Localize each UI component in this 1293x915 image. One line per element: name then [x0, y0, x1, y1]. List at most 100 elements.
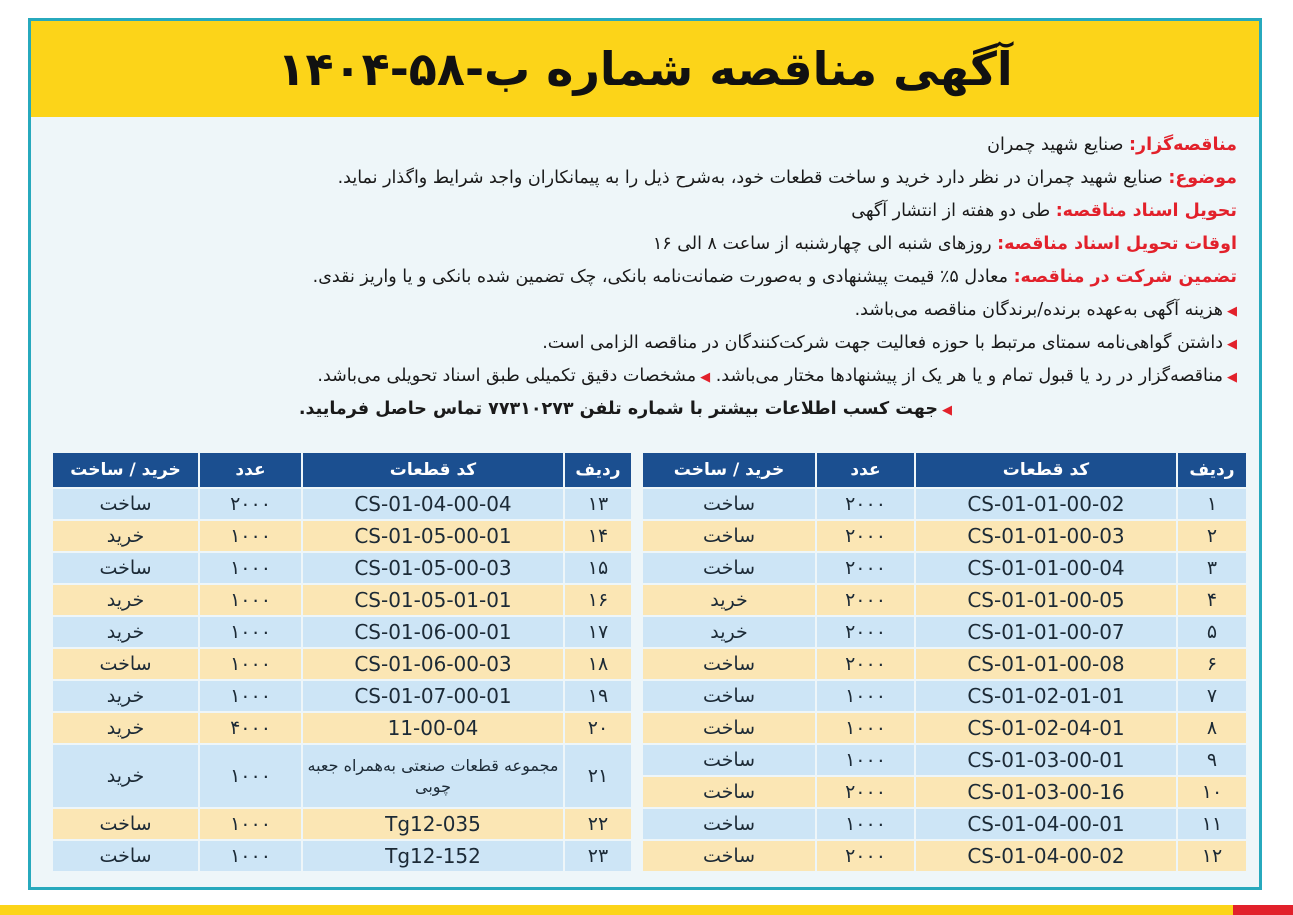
purchase-or-build: خرید [643, 585, 815, 615]
part-code: CS-01-02-01-01 [916, 681, 1176, 711]
purchase-or-build: ساخت [643, 809, 815, 839]
bullet-item: ◀مناقصه‌گزار در رد یا قبول تمام و یا هر … [317, 366, 1237, 386]
part-code: CS-01-06-00-03 [303, 649, 563, 679]
part-code: Tg12-035 [303, 809, 563, 839]
table-row: ۲۱ مجموعه قطعات صنعتی به‌همراه جعبه چوبی ۱… [53, 745, 631, 807]
row-number: ۱۲ [1178, 841, 1246, 871]
row-number: ۲۱ [565, 745, 631, 807]
page-title: آگهی مناقصه شماره ب-۵۸-۱۴۰۴ [277, 42, 1013, 96]
table-row: ۱۲ CS-01-04-00-02 ۲۰۰۰ ساخت [643, 841, 1246, 871]
purchase-or-build: ساخت [53, 553, 198, 583]
row-number: ۲ [1178, 521, 1246, 551]
column-header: خرید / ساخت [643, 453, 815, 487]
table-row: ۲ CS-01-01-00-03 ۲۰۰۰ ساخت [643, 521, 1246, 551]
row-number: ۵ [1178, 617, 1246, 647]
purchase-or-build: خرید [53, 521, 198, 551]
purchase-or-build: ساخت [53, 809, 198, 839]
column-header: خرید / ساخت [53, 453, 198, 487]
row-number: ۱۳ [565, 489, 631, 519]
purchase-or-build: ساخت [643, 489, 815, 519]
bullet-icon: ◀ [1227, 337, 1237, 352]
column-header: عدد [817, 453, 914, 487]
purchase-or-build: ساخت [643, 649, 815, 679]
row-number: ۲۲ [565, 809, 631, 839]
part-code: CS-01-03-00-16 [916, 777, 1176, 807]
part-code: مجموعه قطعات صنعتی به‌همراه جعبه چوبی [303, 745, 563, 807]
table-row: ۸ CS-01-02-04-01 ۱۰۰۰ ساخت [643, 713, 1246, 743]
table-row: ۱۳ CS-01-04-00-04 ۲۰۰۰ ساخت [53, 489, 631, 519]
purchase-or-build: خرید [53, 745, 198, 807]
quantity: ۲۰۰۰ [817, 649, 914, 679]
quantity: ۱۰۰۰ [200, 841, 301, 871]
bullet-icon: ◀ [700, 370, 711, 385]
column-header: کد قطعات [916, 453, 1176, 487]
row-number: ۱۴ [565, 521, 631, 551]
quantity: ۲۰۰۰ [817, 617, 914, 647]
purchase-or-build: خرید [53, 713, 198, 743]
part-code: CS-01-01-00-08 [916, 649, 1176, 679]
row-number: ۱۶ [565, 585, 631, 615]
column-header: ردیف [1178, 453, 1246, 487]
part-code: CS-01-02-04-01 [916, 713, 1176, 743]
row-number: ۱۰ [1178, 777, 1246, 807]
quantity: ۱۰۰۰ [200, 745, 301, 807]
quantity: ۱۰۰۰ [200, 617, 301, 647]
bullet-icon: ◀ [942, 403, 952, 418]
part-code: Tg12-152 [303, 841, 563, 871]
row-number: ۱۵ [565, 553, 631, 583]
quantity: ۱۰۰۰ [817, 809, 914, 839]
table-row: ۱۴ CS-01-05-00-01 ۱۰۰۰ خرید [53, 521, 631, 551]
table-header-row: ردیف کد قطعات عدد خرید / ساخت [53, 453, 631, 487]
quantity: ۱۰۰۰ [200, 649, 301, 679]
part-code: CS-01-06-00-01 [303, 617, 563, 647]
bottom-strip-accent [1233, 905, 1293, 915]
table-row: ۳ CS-01-01-00-04 ۲۰۰۰ ساخت [643, 553, 1246, 583]
table-row: ۱۰ CS-01-03-00-16 ۲۰۰۰ ساخت [643, 777, 1246, 807]
row-number: ۱۹ [565, 681, 631, 711]
table-row: ۹ CS-01-03-00-01 ۱۰۰۰ ساخت [643, 745, 1246, 775]
part-code: CS-01-04-00-04 [303, 489, 563, 519]
purchase-or-build: ساخت [643, 777, 815, 807]
purchase-or-build: خرید [643, 617, 815, 647]
bullet-icon: ◀ [1227, 370, 1237, 385]
table-row: ۱۸ CS-01-06-00-03 ۱۰۰۰ ساخت [53, 649, 631, 679]
purchase-or-build: ساخت [53, 649, 198, 679]
quantity: ۱۰۰۰ [817, 713, 914, 743]
part-code: CS-01-03-00-01 [916, 745, 1176, 775]
row-number: ۱۱ [1178, 809, 1246, 839]
purchase-or-build: ساخت [643, 553, 815, 583]
row-number: ۸ [1178, 713, 1246, 743]
purchase-or-build: ساخت [643, 745, 815, 775]
parts-table-right: ردیف کد قطعات عدد خرید / ساخت ۱ CS-01-01-00-0… [641, 451, 1248, 873]
table-row: ۶ CS-01-01-00-08 ۲۰۰۰ ساخت [643, 649, 1246, 679]
part-code: CS-01-05-01-01 [303, 585, 563, 615]
purchase-or-build: خرید [53, 585, 198, 615]
purchase-or-build: ساخت [53, 841, 198, 871]
table-row: ۴ CS-01-01-00-05 ۲۰۰۰ خرید [643, 585, 1246, 615]
purchase-or-build: ساخت [643, 681, 815, 711]
contact-line: ◀جهت کسب اطلاعات بیشتر با شماره تلفن ۷۷۳… [298, 399, 952, 419]
info-organizer: مناقصه‌گزار: صنایع شهید چمران [987, 135, 1237, 155]
part-code: CS-01-05-00-03 [303, 553, 563, 583]
quantity: ۲۰۰۰ [817, 489, 914, 519]
quantity: ۲۰۰۰ [200, 489, 301, 519]
part-code: CS-01-01-00-04 [916, 553, 1176, 583]
column-header: کد قطعات [303, 453, 563, 487]
table-row: ۱۵ CS-01-05-00-03 ۱۰۰۰ ساخت [53, 553, 631, 583]
table-row: ۷ CS-01-02-01-01 ۱۰۰۰ ساخت [643, 681, 1246, 711]
table-row: ۱۹ CS-01-07-00-01 ۱۰۰۰ خرید [53, 681, 631, 711]
row-number: ۱۷ [565, 617, 631, 647]
info-delivery-hours: اوقات تحویل اسناد مناقصه: روزهای شنبه ال… [652, 234, 1237, 254]
row-number: ۱ [1178, 489, 1246, 519]
quantity: ۲۰۰۰ [817, 553, 914, 583]
table-header-row: ردیف کد قطعات عدد خرید / ساخت [643, 453, 1246, 487]
quantity: ۱۰۰۰ [200, 553, 301, 583]
row-number: ۶ [1178, 649, 1246, 679]
purchase-or-build: ساخت [643, 841, 815, 871]
quantity: ۲۰۰۰ [817, 841, 914, 871]
purchase-or-build: ساخت [53, 489, 198, 519]
table-row: ۲۰ 11-00-04 ۴۰۰۰ خرید [53, 713, 631, 743]
purchase-or-build: ساخت [643, 713, 815, 743]
row-number: ۷ [1178, 681, 1246, 711]
part-code: 11-00-04 [303, 713, 563, 743]
